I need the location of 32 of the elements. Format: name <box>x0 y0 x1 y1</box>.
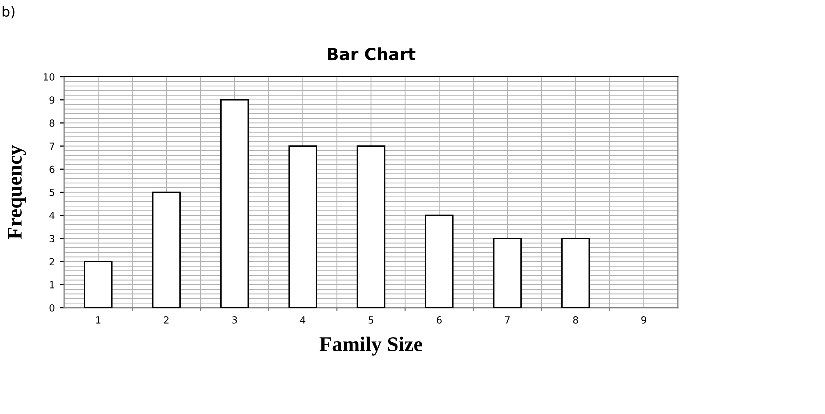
x-tick-label: 2 <box>164 316 169 324</box>
y-tick-label: 0 <box>50 304 55 312</box>
x-tick-label: 4 <box>300 316 306 324</box>
y-axis-title: Frequency <box>8 145 26 240</box>
bar <box>84 261 113 308</box>
bar <box>220 99 250 308</box>
y-tick-label: 3 <box>50 235 55 243</box>
bar <box>493 238 522 308</box>
x-tick-label: 9 <box>642 316 646 324</box>
text: b) <box>2 6 15 19</box>
x-tick-label: 1 <box>96 316 101 324</box>
x-tick-label: 7 <box>505 316 510 324</box>
x-tick-label: 3 <box>232 316 238 324</box>
bar <box>425 214 454 308</box>
x-tick-label: 6 <box>437 316 442 324</box>
y-tick-label: 5 <box>50 189 54 196</box>
y-tick-label: 9 <box>50 96 55 104</box>
x-tick-label: 5 <box>368 316 374 324</box>
bar <box>152 192 181 308</box>
y-tick-label: 8 <box>50 120 55 128</box>
y-tick-label: 2 <box>50 258 54 266</box>
y-tick-label: 10 <box>44 73 55 81</box>
y-tick-label: 4 <box>50 212 55 220</box>
bar <box>562 238 590 308</box>
y-tick-label: 1 <box>50 282 54 289</box>
x-tick-label: 8 <box>573 316 578 324</box>
bar <box>356 146 386 308</box>
bar <box>288 146 318 308</box>
chart-title: Bar Chart <box>328 48 416 61</box>
y-tick-label: 6 <box>50 166 55 174</box>
x-axis-title: Family Size <box>320 336 422 356</box>
y-tick-label: 7 <box>50 142 54 150</box>
